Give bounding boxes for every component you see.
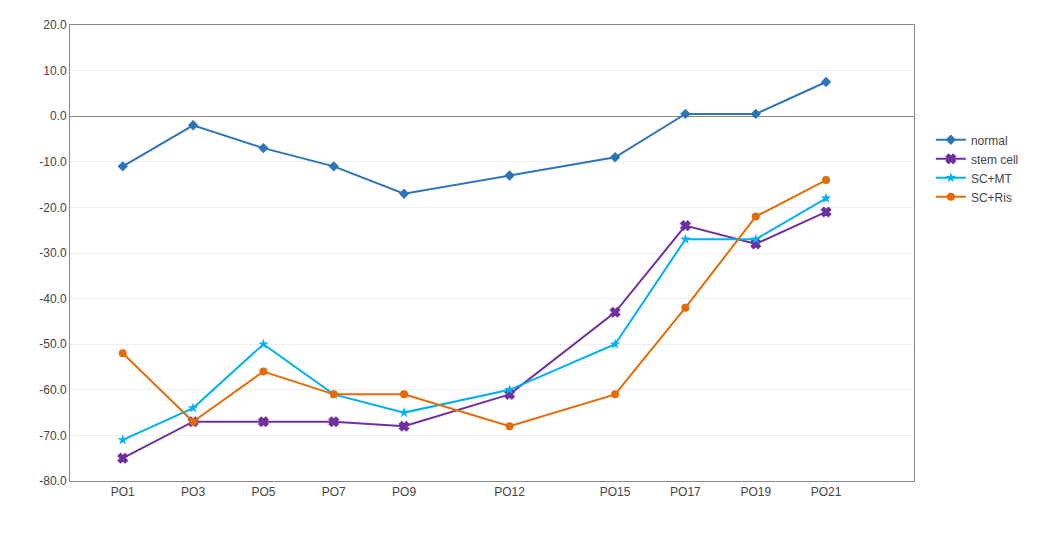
svg-text:PO17: PO17 xyxy=(670,485,701,499)
svg-text:normal: normal xyxy=(971,134,1008,148)
svg-text:PO5: PO5 xyxy=(251,485,275,499)
svg-text:PO21: PO21 xyxy=(811,485,842,499)
svg-text:PO9: PO9 xyxy=(392,485,416,499)
svg-text:-80.0: -80.0 xyxy=(39,474,67,488)
svg-text:0.0: 0.0 xyxy=(50,109,67,123)
svg-text:PO12: PO12 xyxy=(494,485,525,499)
svg-text:PO7: PO7 xyxy=(322,485,346,499)
svg-text:stem cell: stem cell xyxy=(971,153,1018,167)
svg-text:SC+MT: SC+MT xyxy=(971,172,1013,186)
svg-text:PO15: PO15 xyxy=(600,485,631,499)
svg-text:20.0: 20.0 xyxy=(43,18,67,32)
svg-text:-10.0: -10.0 xyxy=(39,155,67,169)
svg-text:10.0: 10.0 xyxy=(43,64,67,78)
svg-text:SC+Ris: SC+Ris xyxy=(971,191,1012,205)
svg-text:PO3: PO3 xyxy=(181,485,205,499)
svg-text:-50.0: -50.0 xyxy=(39,337,67,351)
svg-text:PO1: PO1 xyxy=(111,485,135,499)
svg-text:-60.0: -60.0 xyxy=(39,383,67,397)
svg-text:-20.0: -20.0 xyxy=(39,201,67,215)
svg-text:PO19: PO19 xyxy=(740,485,771,499)
svg-text:-30.0: -30.0 xyxy=(39,246,67,260)
svg-text:-70.0: -70.0 xyxy=(39,429,67,443)
svg-text:-40.0: -40.0 xyxy=(39,292,67,306)
